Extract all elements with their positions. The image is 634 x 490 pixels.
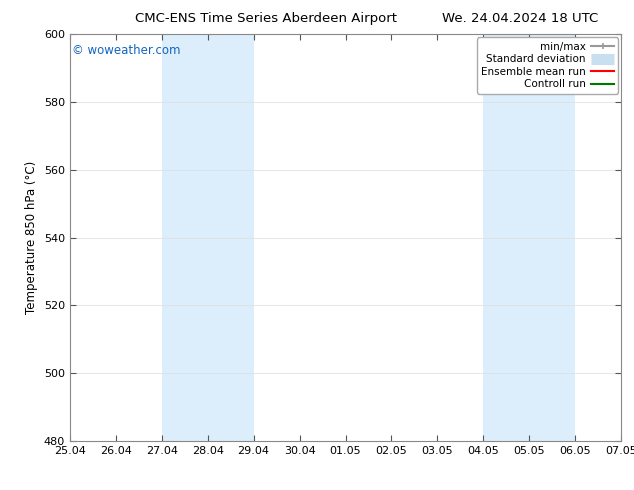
- Text: CMC-ENS Time Series Aberdeen Airport: CMC-ENS Time Series Aberdeen Airport: [135, 12, 398, 25]
- Text: © woweather.com: © woweather.com: [72, 45, 181, 57]
- Text: We. 24.04.2024 18 UTC: We. 24.04.2024 18 UTC: [442, 12, 598, 25]
- Y-axis label: Temperature 850 hPa (°C): Temperature 850 hPa (°C): [25, 161, 38, 314]
- Bar: [162, 34, 254, 441]
- Legend: min/max, Standard deviation, Ensemble mean run, Controll run: min/max, Standard deviation, Ensemble me…: [477, 37, 618, 94]
- Bar: [483, 34, 575, 441]
